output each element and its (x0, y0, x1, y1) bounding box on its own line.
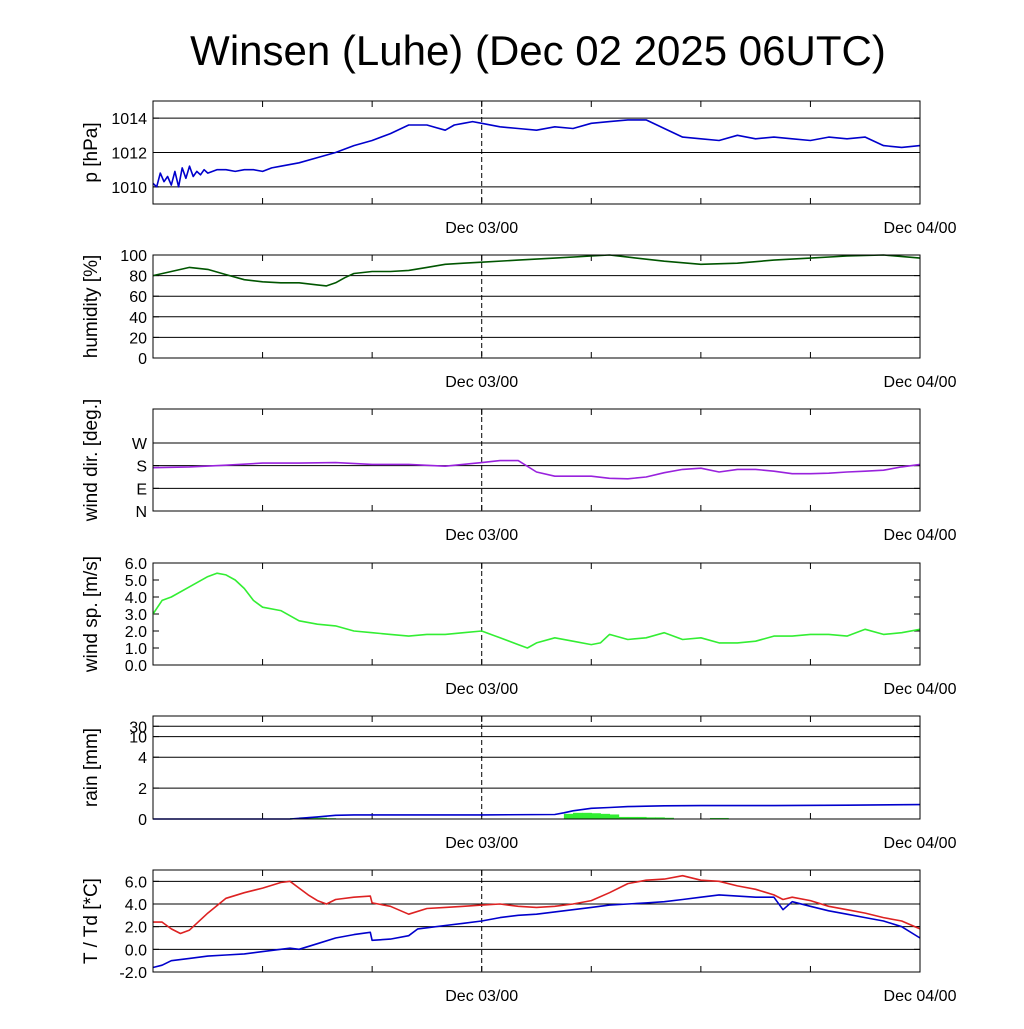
rain-bar (664, 817, 674, 819)
rain-bar (600, 813, 611, 819)
wind-direction-xtick-label: Dec 03/00 (445, 527, 518, 544)
rain-ytick-label: 0 (138, 812, 147, 829)
rain-bar (591, 813, 601, 819)
rain-xtick-label: Dec 04/00 (884, 835, 957, 852)
wind-speed-ytick-label: 0.0 (125, 658, 147, 675)
temperature-ytick-label: -2.0 (119, 965, 147, 982)
wind-direction-ytick-label: N (135, 504, 147, 521)
wind-direction-ytick-label: E (136, 481, 147, 498)
temperature-xtick-label: Dec 03/00 (445, 988, 518, 1005)
rain-bar (646, 817, 656, 819)
wind-speed-ytick-label: 5.0 (125, 573, 147, 590)
wind-speed-panel: 0.01.02.03.04.05.06.0 Dec 03/00 Dec 04/00 w… (81, 556, 957, 698)
wind-speed-ytick-label: 6.0 (125, 556, 147, 573)
rain-frame (152, 715, 921, 820)
temperature-ytick-label: 2.0 (125, 920, 147, 937)
humidity-ytick-label: 0 (138, 351, 147, 368)
wind-direction-xtick-label: Dec 04/00 (884, 527, 957, 544)
rain-series-line (153, 803, 921, 820)
rain-ytick-label: 2 (138, 781, 147, 798)
wind-speed-ytick-label: 2.0 (125, 624, 147, 641)
wind-speed-series-line (152, 572, 921, 649)
rain-bar (563, 813, 574, 819)
pressure-series-line (152, 119, 921, 188)
rain-xtick-label: Dec 03/00 (445, 835, 518, 852)
humidity-ytick-label: 100 (120, 248, 147, 265)
wind-speed-ytick-label: 4.0 (125, 590, 147, 607)
pressure-xtick-label: Dec 04/00 (884, 220, 957, 237)
rain-ylabel: rain [mm] (81, 728, 102, 807)
wind-speed-xtick-label: Dec 04/00 (884, 681, 957, 698)
temperature-ytick-label: 0.0 (125, 942, 147, 959)
rain-bar (618, 816, 629, 819)
pressure-ytick-label: 1010 (111, 180, 147, 197)
wind-speed-ytick-label: 3.0 (125, 607, 147, 624)
humidity-ytick-label: 20 (129, 330, 147, 347)
rain-ytick-label: 30 (129, 719, 147, 736)
wind-direction-ytick-label: W (132, 436, 148, 453)
temperature-panel: -2.0 0.0 2.0 4.0 6.0 Dec 03/00 Dec 04/00 T / Td… (81, 869, 957, 1005)
humidity-ytick-label: 40 (129, 310, 147, 327)
rain-bar (609, 814, 620, 819)
humidity-ytick-label: 60 (129, 289, 147, 306)
wind-direction-series-line (152, 459, 921, 480)
wind-direction-frame (152, 408, 921, 512)
rain-bar (317, 817, 327, 819)
humidity-xtick-label: Dec 03/00 (445, 374, 518, 391)
pressure-xtick-label: Dec 03/00 (445, 220, 518, 237)
rain-bar (709, 817, 720, 819)
temperature-frame (152, 869, 921, 973)
chart-title: Winsen (Luhe) (Dec 02 2025 06UTC) (190, 27, 886, 74)
temperature-series-line (152, 894, 921, 969)
rain-bar (636, 816, 647, 819)
temperature-series-line (153, 874, 921, 935)
wind-speed-xtick-label: Dec 03/00 (445, 681, 518, 698)
rain-bar (719, 817, 729, 819)
wind-speed-ytick-label: 1.0 (125, 641, 147, 658)
rain-ytick-label: 4 (138, 750, 147, 767)
rain-bar (627, 816, 638, 819)
temperature-ylabel: T / Td [*C] (81, 878, 102, 964)
humidity-panel: 0 20 40 60 80 100 Dec 03/00 Dec 04/00 humidity [… (81, 248, 957, 391)
pressure-frame (152, 100, 921, 205)
wind-speed-ylabel: wind sp. [m/s] (81, 556, 102, 673)
rain-ytick-label: 10 (129, 730, 147, 747)
rain-bar (582, 812, 592, 819)
pressure-ylabel: p [hPa] (81, 122, 102, 182)
humidity-ylabel: humidity [%] (81, 255, 102, 358)
wind-direction-ytick-label: S (136, 459, 147, 476)
wind-direction-ylabel: wind dir. [deg.] (81, 399, 102, 523)
rain-bar (655, 817, 665, 819)
pressure-panel: 1010 1012 1014 Dec 03/00 Dec 04/00 p [hPa] (81, 100, 957, 237)
pressure-ytick-label: 1014 (111, 111, 147, 128)
rain-bar (573, 812, 583, 819)
pressure-ytick-label: 1012 (111, 146, 147, 163)
humidity-xtick-label: Dec 04/00 (884, 374, 957, 391)
wind-speed-frame (152, 562, 921, 666)
temperature-xtick-label: Dec 04/00 (884, 988, 957, 1005)
humidity-series-line (152, 254, 921, 287)
humidity-ytick-label: 80 (129, 269, 147, 286)
temperature-ytick-label: 4.0 (125, 897, 147, 914)
temperature-ytick-label: 6.0 (125, 874, 147, 891)
humidity-frame (152, 254, 921, 359)
